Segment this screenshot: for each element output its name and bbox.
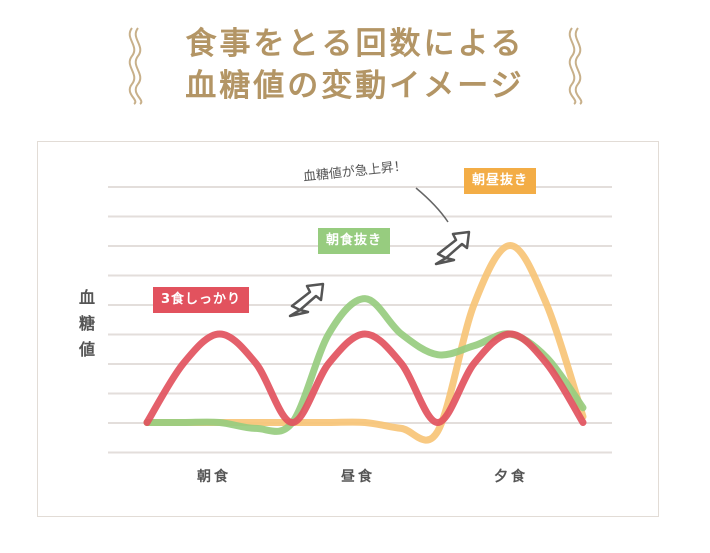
arrow-up-icon [434,230,471,266]
x-tick-lunch: 昼食 [341,469,375,485]
legend-tag-skip-breakfast-lunch: 朝昼抜き [464,168,537,194]
y-axis-label: 血糖値 [78,288,95,359]
x-tick-dinner: 夕食 [494,469,528,485]
annotation-leader-line [415,187,449,223]
title-line2: 血糖値の変動イメージ [185,68,525,104]
legend-tag-three-meals: 3食しっかり [153,287,250,313]
title-block: 食事をとる回数による 血糖値の変動イメージ [0,0,710,120]
x-tick-breakfast: 朝食 [197,469,231,485]
legend-tag-skip-breakfast: 朝食抜き [318,228,391,254]
arrow-up-icon [288,282,325,318]
right-squiggle-icon [568,27,583,105]
left-squiggle-icon [128,27,143,105]
title-line1: 食事をとる回数による [185,26,525,62]
line-three-meals [143,330,587,426]
line-skip-breakfast [143,295,587,435]
